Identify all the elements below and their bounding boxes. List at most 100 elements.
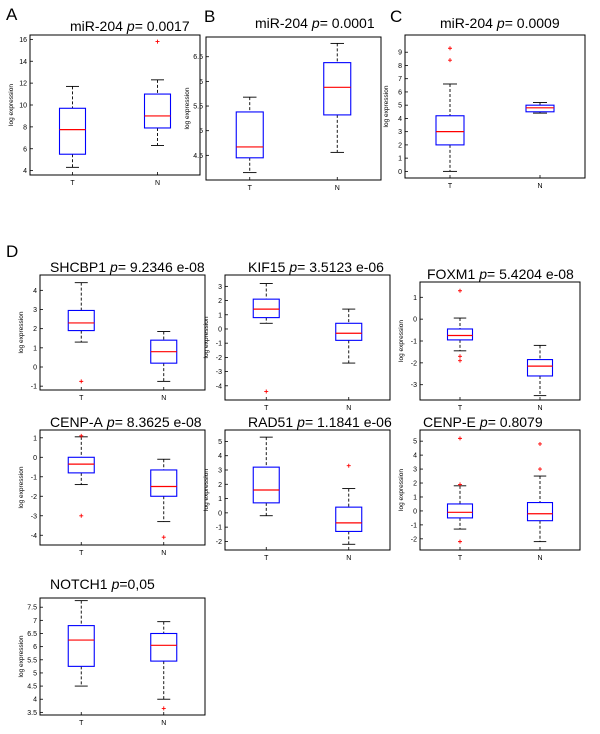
plot-frame (224, 429, 391, 551)
panel-letter-c: C (390, 7, 402, 26)
outlier-marker (346, 463, 351, 468)
plot-frame (419, 429, 581, 551)
x-tick-label: T (458, 555, 463, 562)
y-tick-label: 3 (413, 467, 417, 474)
y-axis-label: log expression (18, 311, 25, 353)
plot-title: miR-204 p= 0.0017 (70, 18, 190, 34)
y-tick-label: 4 (218, 453, 222, 460)
box-iqr (150, 469, 178, 497)
x-tick-label: N (346, 405, 351, 412)
y-tick-label: 7 (398, 76, 402, 83)
boxplot-mir-204-1: miR-204 p= 0.0001 4.5 5 5.5 6 6.5 log expressio… (184, 15, 382, 192)
x-tick-label: N (537, 555, 542, 562)
y-tick-label: 1 (398, 156, 402, 163)
box-iqr (526, 502, 554, 522)
y-axis-label: log expression (184, 87, 191, 129)
x-tick-label: N (161, 720, 166, 727)
box-iqr (143, 93, 172, 129)
boxplot-cenp-a-6: CENP-A p= 8.3625 e-08 -4 -3 -2 -1 0 1 log expres… (18, 414, 206, 557)
box-group-t: T (67, 282, 95, 402)
y-tick-label: 7.5 (27, 605, 37, 612)
plot-title-pvalue: 0,05 (128, 576, 155, 592)
y-tick-label: 6 (33, 644, 37, 651)
x-tick-label: N (537, 405, 542, 412)
y-tick-label: -2 (411, 536, 417, 543)
box-iqr (435, 115, 465, 146)
plot-title-gene: NOTCH1 (50, 576, 108, 592)
outlier-marker (448, 58, 452, 63)
y-tick-label: 12 (19, 81, 27, 88)
plot-title-gene: miR-204 (440, 15, 493, 31)
y-tick-label: 3 (218, 468, 222, 475)
plot-title-p-symbol: p (296, 414, 305, 430)
box-group-t: T (446, 288, 474, 412)
box-group-n: N (335, 463, 363, 562)
y-tick-label: 4 (398, 116, 402, 123)
plot-title-p-symbol: p (111, 576, 120, 592)
y-tick-label: 5.5 (27, 657, 37, 664)
plot-title: CENP-A p= 8.3625 e-08 (50, 414, 202, 430)
y-tick-label: 5 (33, 670, 37, 677)
boxplot-mir-204-2: miR-204 p= 0.0009 0 1 2 3 4 5 6 7 8 9 log expression… (383, 15, 586, 190)
y-tick-label: -4 (216, 383, 222, 390)
panel-letter-a: A (6, 5, 18, 24)
plot-title-p-symbol: p (311, 15, 320, 31)
plot-frame (224, 274, 391, 401)
outlier-marker (79, 513, 84, 518)
boxplot-shcbp1-3: SHCBP1 p= 9.2346 e-08 -1 0 1 2 3 4 log expressio… (18, 259, 206, 402)
x-tick-label: T (79, 550, 84, 557)
y-axis-label: log expression (398, 469, 405, 511)
y-tick-label: 0 (218, 326, 222, 333)
y-tick-label: 7 (33, 618, 37, 625)
panel-letter-b: B (204, 7, 215, 26)
outlier-marker (264, 389, 269, 394)
x-tick-label: N (161, 395, 166, 402)
y-tick-label: 6 (23, 146, 27, 153)
plot-title-pvalue: 8.3625 e-08 (127, 414, 202, 430)
x-tick-label: N (346, 555, 351, 562)
box-group-n: N (150, 621, 178, 727)
box-group-n: N (335, 308, 363, 412)
x-tick-label: N (161, 550, 166, 557)
y-tick-label: 9 (398, 50, 402, 57)
box-iqr (67, 625, 95, 667)
plot-frame (29, 34, 201, 176)
y-tick-label: 6.5 (27, 631, 37, 638)
box-iqr (335, 322, 363, 341)
y-tick-label: 0 (33, 365, 37, 372)
plot-title-equals: = (487, 266, 499, 282)
y-tick-label: 5 (199, 128, 203, 135)
y-tick-label: 3 (33, 307, 37, 314)
plot-title: SHCBP1 p= 9.2346 e-08 (50, 259, 205, 275)
plot-title-gene: CENP-A (50, 414, 104, 430)
y-tick-label: 5 (413, 439, 417, 446)
x-tick-label: N (537, 183, 542, 190)
y-tick-label: 4.5 (193, 153, 203, 160)
plot-title-equals: = (135, 18, 147, 34)
box-iqr (525, 104, 555, 113)
box-group-n: N (150, 331, 178, 402)
y-tick-label: 6 (398, 89, 402, 96)
outlier-marker (538, 441, 542, 446)
box-iqr (252, 466, 280, 504)
box-group-t: T (435, 46, 465, 190)
plot-title-equals: = (320, 15, 332, 31)
plot-title: KIF15 p= 3.5123 e-06 (248, 259, 384, 275)
panel-letter-d: D (6, 242, 18, 261)
y-tick-label: -1 (31, 474, 37, 481)
y-tick-label: -1 (216, 525, 222, 532)
plot-title-p-symbol: p (106, 414, 115, 430)
plot-frame (39, 429, 206, 546)
y-tick-label: -1 (216, 341, 222, 348)
y-tick-label: 1 (218, 312, 222, 319)
plot-frame (419, 281, 581, 401)
y-tick-label: 6.5 (193, 54, 203, 61)
box-group-n: N (525, 102, 555, 190)
plot-title-gene: miR-204 (255, 15, 308, 31)
plot-title-equals: = (119, 576, 127, 592)
box-iqr (335, 506, 363, 532)
y-tick-label: 3 (218, 284, 222, 291)
plot-title-gene: miR-204 (70, 18, 123, 34)
y-tick-label: 2 (33, 326, 37, 333)
